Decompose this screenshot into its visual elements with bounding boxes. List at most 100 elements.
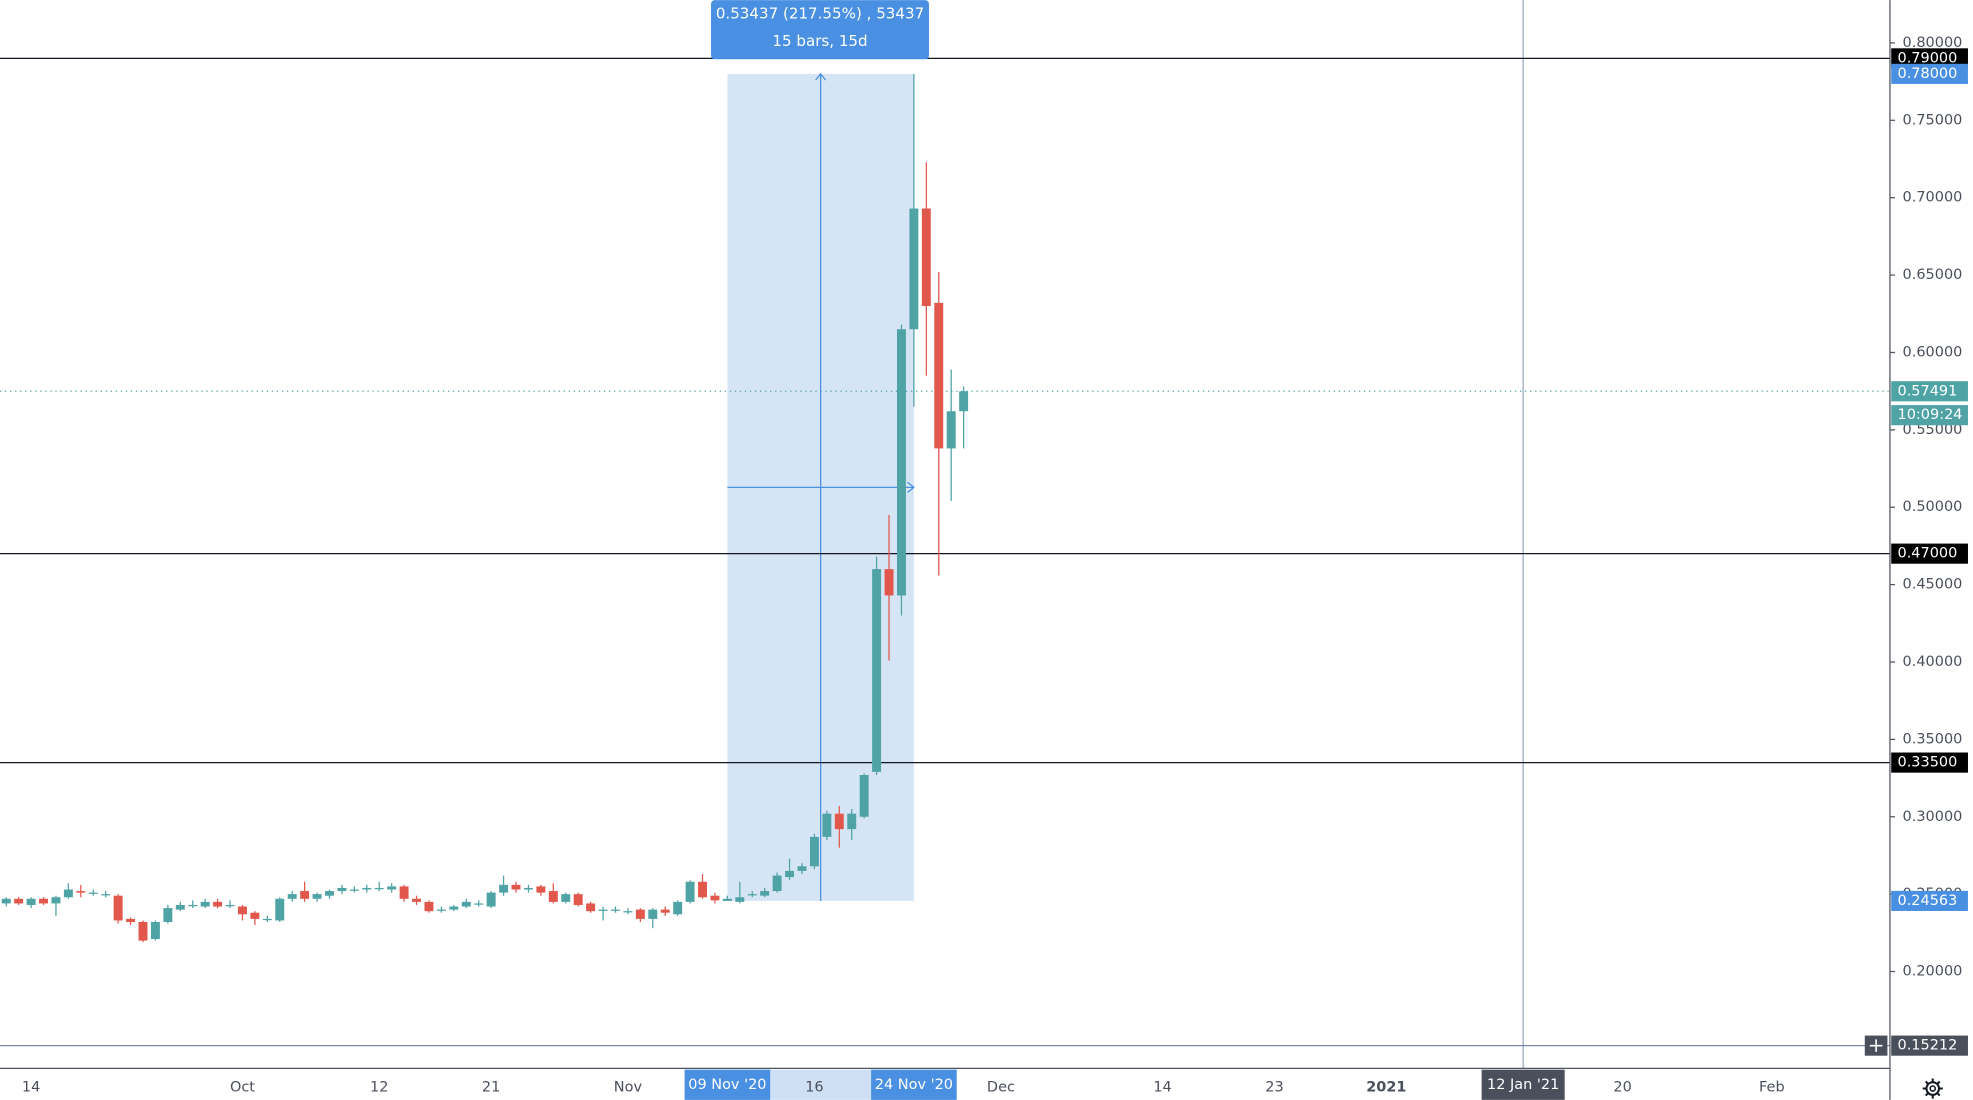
gear-teeth [1922,1078,1943,1099]
main-layer: 0.53437 (217.55%) , 53437 15 bars, 15d [1,0,969,943]
y-tick-label: 0.45000 [1903,577,1963,593]
candle-body [436,909,446,911]
x-tick-label: 09 Nov '20 [688,1077,766,1093]
candle-body [561,894,571,902]
candle-body [822,813,832,837]
axis-layer: 0.200000.250000.300000.350000.400000.450… [22,35,1968,1100]
candle-body [698,881,707,898]
y-tick-label: 0.55000 [1903,422,1963,438]
level-label-bg [1891,752,1968,773]
measure-bottom-label-bg [1891,890,1968,911]
candle-body [859,774,869,817]
candle-body [312,894,322,899]
y-tick-label: 0.65000 [1903,267,1963,283]
x-tick-label: 16 [805,1079,823,1095]
candle-body [374,887,384,890]
candle-body [399,886,409,899]
candle-body [51,897,61,904]
measure-top-label-bg [1891,63,1968,84]
level-label-bg [1891,48,1968,69]
candle-body [598,909,608,911]
candle-body [635,909,645,919]
candle-body [834,813,844,830]
last-price-label-bg [1891,381,1968,402]
candle-body [163,908,173,923]
candle-body [76,891,86,893]
x-tick-label: Oct [230,1079,255,1095]
candle-body [412,898,422,902]
x-tick-label: Nov [614,1079,643,1095]
countdown-label: 10:09:24 [1898,407,1963,423]
candle-body [88,892,98,894]
candle-body [250,912,260,919]
candle-body [946,411,956,449]
candle-body [39,898,48,904]
y-tick-label: 0.35000 [1903,731,1963,747]
measure-bottom-label: 0.24563 [1898,893,1958,909]
candle-body [138,922,148,941]
candle-body [262,918,272,921]
candle-body [511,884,521,890]
candle-body [126,918,136,923]
candle-body [337,887,347,892]
candle-body [26,898,36,905]
x-tick-label: 14 [1153,1079,1171,1095]
candle-body [325,891,334,896]
gear-hub [1929,1085,1937,1092]
x-tick-label: 23 [1265,1079,1283,1095]
candle-body [847,813,857,830]
level-label-bg [1891,1035,1968,1056]
x-tick-label: 14 [22,1079,40,1095]
x-tick-label: 2021 [1366,1079,1406,1095]
y-tick-label: 0.50000 [1903,499,1963,515]
back-layer [0,0,1890,1069]
candle-body [648,909,658,919]
x-crosshair-label: 12 Jan '21 [1487,1077,1559,1093]
candle-body [809,836,819,867]
x-tick-label: 21 [482,1079,500,1095]
candle-body [461,901,471,907]
y-tick-label: 0.30000 [1903,809,1963,825]
candle-body [586,903,596,912]
candle-body [548,891,558,902]
candle-body [150,922,160,940]
candle-body [523,887,533,890]
y-tick-label: 0.80000 [1903,35,1963,51]
countdown-bg [1891,405,1968,426]
add-alert-plus [1869,1039,1883,1052]
y-tick-label: 0.60000 [1903,344,1963,360]
candle-body [685,881,695,902]
candle-body [785,870,795,878]
y-tick-label: 0.75000 [1903,112,1963,128]
measure-label-text: 15 bars, 15d [772,32,867,50]
level-label: 0.79000 [1898,50,1958,66]
level-label: 0.47000 [1898,546,1958,562]
candle-body [611,909,620,911]
candle-body [710,895,720,901]
candle-body [536,886,546,893]
candle-body [188,904,198,907]
settings-button[interactable] [1922,1078,1943,1099]
y-tick-label: 0.20000 [1903,964,1963,980]
candle-body [424,901,434,912]
candle-body [660,909,670,913]
candle-body [486,892,496,907]
candle-body [722,898,732,901]
measure-top-label: 0.78000 [1898,66,1958,82]
candle-body [287,894,297,899]
candle-body [449,906,459,910]
candle-body [175,904,185,910]
candle-body [872,569,882,772]
x-tick-label: Dec [987,1079,1015,1095]
candle-body [934,302,944,449]
y-tick-label: 0.40000 [1903,654,1963,670]
level-label: 0.33500 [1898,755,1958,771]
measure-label-text: 0.53437 (217.55%) , 53437 [716,4,924,22]
candle-body [237,906,247,915]
level-label: 0.15212 [1898,1038,1958,1054]
level-label-bg [1891,543,1968,564]
candle-body [896,329,906,596]
candle-body [362,887,372,890]
